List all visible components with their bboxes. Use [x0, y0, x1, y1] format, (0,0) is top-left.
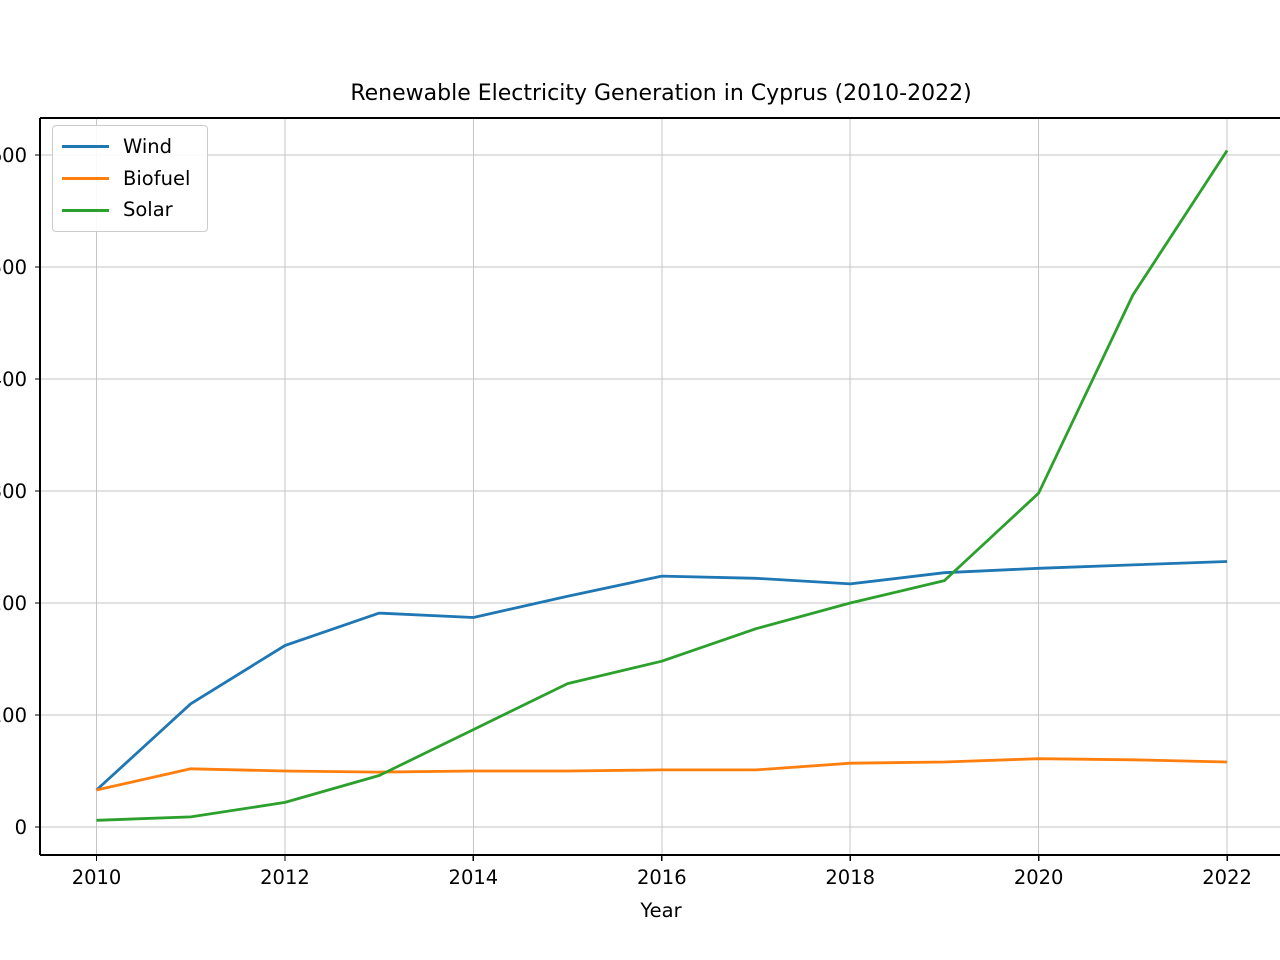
y-tick-label: 200: [0, 592, 27, 615]
legend-line-icon: [62, 145, 109, 149]
x-tick-label: 2022: [1202, 866, 1252, 889]
y-tick-label: 0: [15, 816, 27, 839]
chart-title: Renewable Electricity Generation in Cypr…: [350, 81, 972, 106]
x-tick-label: 2020: [1014, 866, 1064, 889]
x-tick-label: 2014: [449, 866, 499, 889]
y-tick-label: 100: [0, 704, 27, 727]
legend-line-icon: [62, 208, 109, 212]
x-tick-label: 2018: [825, 866, 875, 889]
series-line-wind: [95, 560, 1228, 792]
legend-entry-solar: Solar: [62, 200, 198, 220]
x-tick-label: 2010: [72, 866, 122, 889]
legend-label: Biofuel: [123, 166, 191, 190]
y-tick-label: 300: [0, 480, 27, 503]
y-tick-label: 400: [0, 368, 27, 391]
series-line-solar: [96, 149, 1229, 822]
x-axis-label: Year: [640, 899, 682, 922]
x-tick-label: 2012: [260, 866, 310, 889]
series-line-biofuel: [96, 757, 1228, 792]
legend-line-icon: [62, 176, 109, 180]
legend: Wind Biofuel Solar: [52, 125, 208, 232]
legend-entry-wind: Wind: [62, 137, 198, 157]
legend-label: Wind: [123, 135, 173, 159]
legend-label: Solar: [123, 198, 173, 222]
y-tick-label: 500: [0, 256, 27, 279]
y-tick-label: 600: [0, 144, 27, 167]
legend-entry-biofuel: Biofuel: [62, 169, 198, 189]
x-tick-label: 2016: [637, 866, 687, 889]
